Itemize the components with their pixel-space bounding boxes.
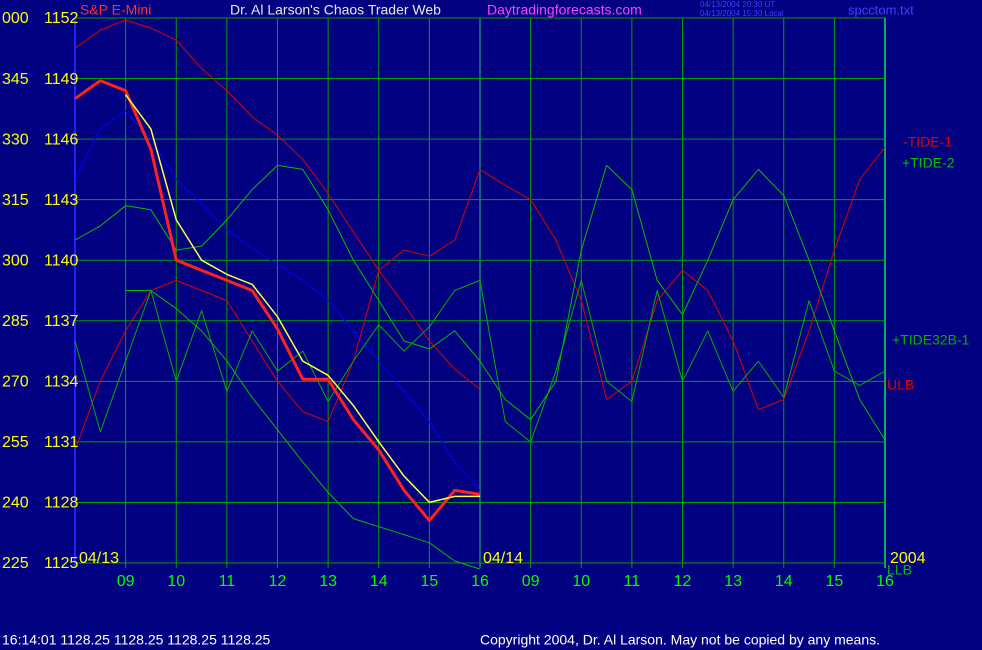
series-label: +TIDE-2 [902,155,955,171]
y-tick-label: 1137 [44,313,79,330]
x-tick-label: 13 [724,573,742,590]
x-tick-label: 12 [269,573,287,590]
y-tick-label: 1125 [44,555,79,572]
x-tick-label: 11 [219,573,236,590]
series-line [74,279,886,443]
y-degree-label: 285 [2,313,29,330]
x-tick-label: 15 [420,573,438,590]
y-degree-label: 225 [2,555,29,572]
series-line [74,79,481,523]
y-tick-label: 1143 [44,192,79,209]
grid [75,17,886,568]
x-tick-label: 12 [674,573,692,590]
series-label: LLB [887,562,912,578]
instrument: S&P E-Mini [80,2,151,18]
status-bar: 16:14:01 1128.25 1128.25 1128.25 1128.25 [2,632,271,648]
x-tick-label: 09 [117,573,135,590]
y-degree-label: 000 [2,10,29,27]
x-tick-label: 16 [876,573,894,590]
x-tick-label: 13 [319,573,337,590]
file-name: spcctom.txt [848,2,914,17]
x-tick-label: 11 [624,573,641,590]
subtitle: Daytradingforecasts.com [487,2,642,18]
y-degree-label: 240 [2,495,29,512]
series-line [74,146,886,451]
date-label: 04/13 [79,550,119,567]
x-tick-label: 10 [167,573,185,590]
series [74,19,886,570]
series-label: ULB [887,377,914,393]
series-line [124,94,480,504]
y-tick-label: 1140 [44,252,79,269]
series-label: +TIDE32B-1 [892,332,970,348]
copyright: Copyright 2004, Dr. Al Larson. May not b… [480,632,880,648]
y-degree-label: 315 [2,192,29,209]
y-degree-label: 330 [2,131,29,148]
y-tick-label: 1134 [44,374,79,391]
y-tick-label: 1131 [44,434,79,451]
y-degree-label: 345 [2,71,29,88]
y-tick-label: 1149 [44,71,79,88]
x-tick-label: 15 [825,573,843,590]
date-label: 2004 [890,550,926,567]
date-label: 04/14 [483,550,523,567]
x-tick-label: 14 [775,573,793,590]
x-tick-label: 09 [522,573,540,590]
x-tick-label: 14 [370,573,388,590]
x-tick-label: 16 [471,573,489,590]
y-tick-label: 1152 [44,10,79,27]
series-line [125,290,481,570]
series-label: -TIDE-1 [903,134,952,150]
y-degree-label: 255 [2,434,29,451]
y-degree-label: 270 [2,374,29,391]
x-tick-label: 10 [572,573,590,590]
chart-title: Dr. Al Larson's Chaos Trader Web [230,2,441,18]
series-line [74,164,886,441]
timestamp: 04/13/2004 15:30 Local [700,9,784,18]
timestamp: 04/13/2004 20:30 UT [700,0,775,9]
y-tick-label: 1146 [44,131,79,148]
y-degree-label: 300 [2,252,29,269]
y-tick-label: 1128 [44,495,79,512]
series-line [74,19,481,390]
